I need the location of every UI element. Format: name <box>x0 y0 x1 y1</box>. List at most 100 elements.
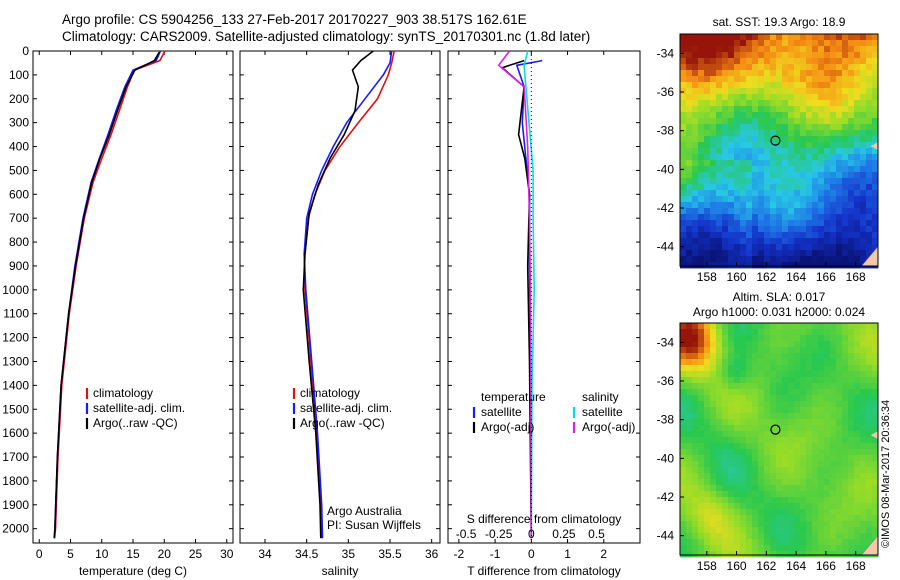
sst_map-cell <box>854 124 861 131</box>
sla_map-y-tick-label: -38 <box>657 413 675 427</box>
sst_map-cell <box>824 154 831 161</box>
sst_map-cell <box>776 244 783 251</box>
sla_map-cell <box>728 347 735 354</box>
sla_map-cell <box>830 383 837 390</box>
sst_map-cell <box>836 40 843 47</box>
sst_map-cell <box>866 178 873 185</box>
difference-s-tick-label: 0.5 <box>588 527 605 541</box>
sst_map-cell <box>800 166 807 173</box>
sla_map-cell <box>824 389 831 396</box>
sst_map-cell <box>866 46 873 53</box>
sla_map-cell <box>740 521 747 528</box>
sla_map-cell <box>818 503 825 510</box>
sla_map-cell <box>872 371 879 378</box>
sla_map-cell <box>812 419 819 426</box>
sla_map-cell <box>770 413 777 420</box>
sla_map-cell <box>776 431 783 438</box>
sst_map-cell <box>794 190 801 197</box>
sla_map-cell <box>716 473 723 480</box>
sla_map-cell <box>752 455 759 462</box>
sst_map-cell <box>752 34 759 41</box>
sla_map-cell <box>764 509 771 516</box>
sla_map-cell <box>740 329 747 336</box>
sla_map-cell <box>788 533 795 540</box>
sst_map-cell <box>836 214 843 221</box>
sla_map-cell <box>818 533 825 540</box>
sla_map-cell <box>764 479 771 486</box>
sla_map-cell <box>860 323 867 330</box>
sst_map-cell <box>758 76 765 83</box>
sst_map-cell <box>752 106 759 113</box>
sla_map-cell <box>734 341 741 348</box>
sst_map-cell <box>812 34 819 41</box>
sla_map-cell <box>842 515 849 522</box>
sst_map-cell <box>860 238 867 245</box>
sst_map-cell <box>788 220 795 227</box>
sst_map-cell <box>764 202 771 209</box>
sst_map-cell <box>758 244 765 251</box>
sst_map-cell <box>794 172 801 179</box>
sst_map-cell <box>782 64 789 71</box>
sla_map-cell <box>722 509 729 516</box>
sla_map-cell <box>854 497 861 504</box>
sst_map-cell <box>746 154 753 161</box>
sst_map-cell <box>734 214 741 221</box>
sla_map-cell <box>806 455 813 462</box>
sst_map-cell <box>734 136 741 143</box>
sla_map-frame <box>679 322 879 556</box>
sst_map-cell <box>848 232 855 239</box>
sst_map-cell <box>776 142 783 149</box>
sla_map-cell <box>704 419 711 426</box>
sst_map-cell <box>752 88 759 95</box>
sla_map-cell <box>692 377 699 384</box>
sst_map-cell <box>758 118 765 125</box>
sla_map-cell <box>692 365 699 372</box>
sla_map-cell <box>782 419 789 426</box>
sst_map-cell <box>704 220 711 227</box>
sla_map-cell <box>764 551 771 558</box>
sla_map-cell <box>866 359 873 366</box>
sla_map-cell <box>782 539 789 546</box>
sst_map-cell <box>842 196 849 203</box>
sla_map-cell <box>866 467 873 474</box>
sla_map-cell <box>818 341 825 348</box>
sst_map-cell <box>860 130 867 137</box>
sst_map-cell <box>800 58 807 65</box>
sst_map-cell <box>764 214 771 221</box>
sst_map-cell <box>812 40 819 47</box>
sla_map-cell <box>686 521 693 528</box>
sst_map-cell <box>824 70 831 77</box>
sla_map-cell <box>752 491 759 498</box>
sla_map-cell <box>758 551 765 558</box>
sst_map-cell <box>716 124 723 131</box>
sla_map-cell <box>794 425 801 432</box>
sla_map-cell <box>758 497 765 504</box>
sla_map-cell <box>806 509 813 516</box>
sst_map-cell <box>794 160 801 167</box>
sst_map-cell <box>782 88 789 95</box>
sla_map-cell <box>806 479 813 486</box>
depth-tick-label: 1200 <box>2 331 29 345</box>
sst_map-cell <box>830 100 837 107</box>
sst_map-cell <box>680 130 687 137</box>
sst_map-cell <box>806 244 813 251</box>
sst_map-cell <box>848 106 855 113</box>
sst_map-cell <box>806 46 813 53</box>
sst_map-cell <box>788 112 795 119</box>
sst_map-cell <box>680 244 687 251</box>
sla_map-cell <box>800 461 807 468</box>
sst_map-cell <box>830 190 837 197</box>
sla_map-cell <box>824 425 831 432</box>
sla_map-cell <box>824 443 831 450</box>
sst_map-cell <box>830 184 837 191</box>
sst_map-cell <box>776 184 783 191</box>
sst_map-cell <box>740 172 747 179</box>
sla_map-cell <box>740 353 747 360</box>
sla_map-cell <box>692 347 699 354</box>
sla_map-cell <box>698 413 705 420</box>
sst_map-cell <box>698 58 705 65</box>
sst_map-cell <box>770 172 777 179</box>
sla_map-cell <box>710 509 717 516</box>
sst_map-cell <box>854 178 861 185</box>
sla_map-cell <box>686 515 693 522</box>
